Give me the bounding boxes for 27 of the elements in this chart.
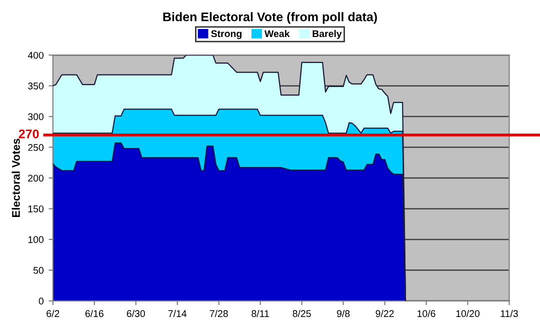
y-tick-label: 400 [28,52,44,59]
y-tick-label: 150 [28,205,44,212]
x-tick-label: 8/11 [252,310,269,318]
legend-label: Barely [312,30,342,40]
y-tick-label: 200 [28,174,44,182]
x-tick-label: 10/6 [418,310,436,318]
y-axis-title: Electoral Votes [12,138,20,217]
x-tick-label: 7/14 [168,310,187,318]
x-tick-label: 10/20 [456,310,480,318]
x-tick-label: 8/25 [292,310,311,318]
legend-label: Weak [264,30,290,38]
x-tick-label: 6/16 [85,310,104,318]
y-tick-label: 100 [28,236,44,244]
x-tick-label: 9/22 [376,310,394,318]
x-tick-label: 7/28 [210,310,228,318]
legend-label: Strong [211,30,242,40]
x-tick-label: 9/8 [336,310,350,318]
y-tick-label: 250 [28,144,44,151]
y-tick-label: 300 [28,113,44,120]
x-tick-label: 11/3 [500,310,518,318]
x-tick-label: 6/30 [126,310,145,318]
x-tick-label: 6/2 [46,310,60,318]
chart-title: Biden Electoral Vote (from poll data) [163,12,377,24]
ref-line-label: 270 [18,129,39,138]
y-tick-label: 50 [33,266,44,274]
y-tick-label: 0 [38,298,44,305]
y-tick-label: 350 [28,82,44,90]
